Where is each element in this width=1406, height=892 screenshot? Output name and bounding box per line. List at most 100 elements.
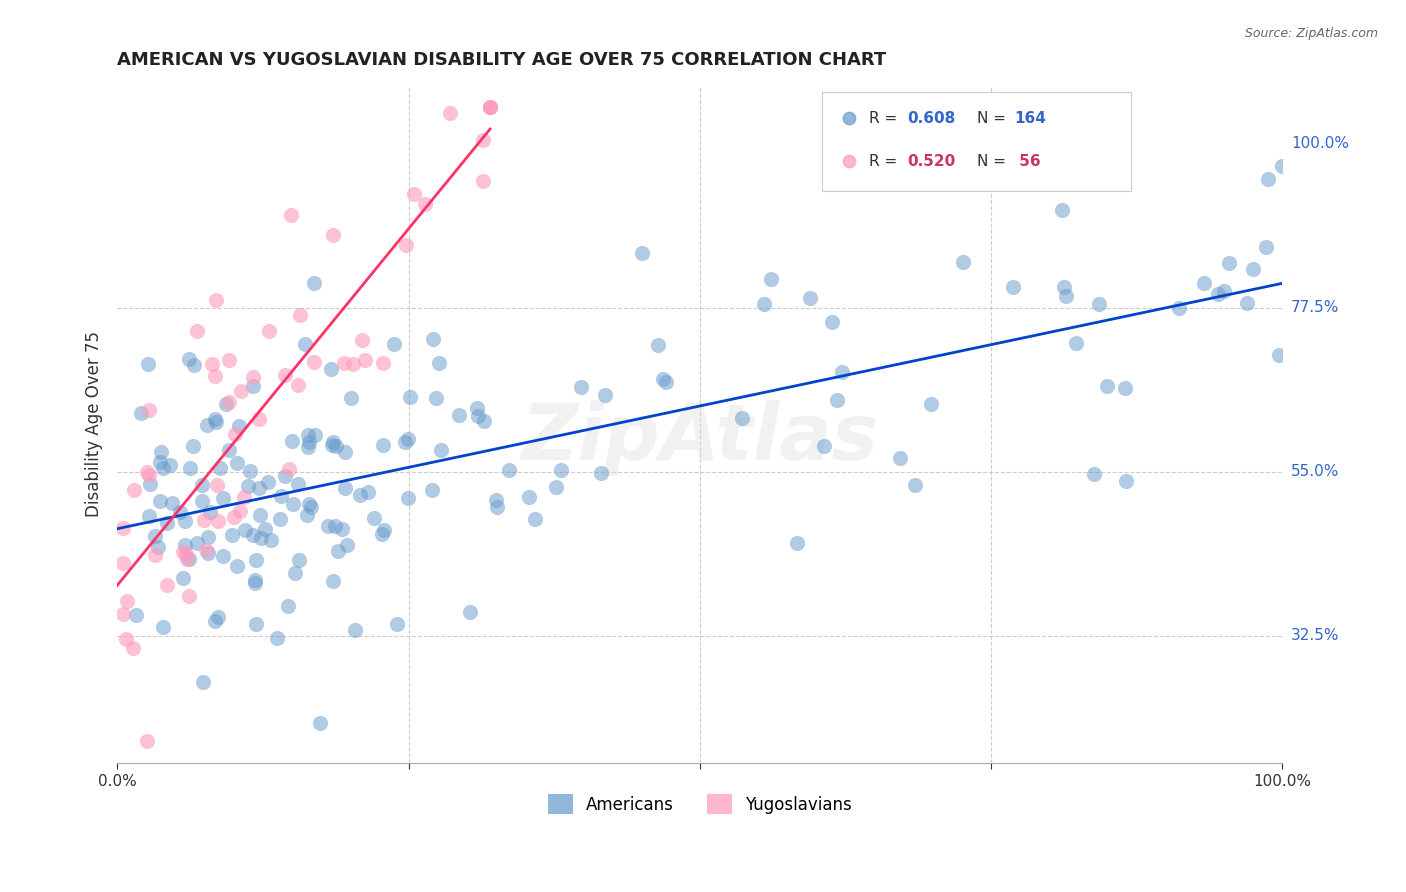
Point (177, 551, 200, 566)
Point (250, 531, 273, 545)
Point (197, 417, 219, 432)
Point (136, 734, 159, 748)
Point (245, 617, 267, 632)
Point (333, 445, 356, 459)
Point (111, 556, 134, 570)
Y-axis label: Disability Age Over 75: Disability Age Over 75 (86, 331, 103, 517)
Text: 0.608: 0.608 (907, 111, 956, 126)
Point (318, 518, 340, 533)
Point (498, 462, 520, 476)
Point (207, 514, 229, 528)
Point (754, 297, 776, 311)
Point (465, 401, 488, 415)
Point (247, 481, 270, 495)
Point (1271, 159, 1294, 173)
Point (1002, 280, 1025, 294)
Point (647, 338, 669, 352)
Point (207, 609, 229, 624)
Point (920, 397, 942, 411)
Point (281, 434, 304, 448)
Point (322, 227, 344, 242)
Point (283, 497, 305, 511)
Point (149, 494, 172, 508)
Point (249, 508, 271, 523)
Point (321, 438, 343, 452)
Text: ZipAtlas: ZipAtlas (522, 400, 879, 475)
Point (174, 547, 197, 561)
Point (228, 418, 250, 433)
Point (631, 246, 654, 260)
Point (387, 617, 409, 632)
Legend: Americans, Yugoslavians: Americans, Yugoslavians (538, 786, 860, 822)
Point (1083, 467, 1105, 481)
Point (396, 433, 419, 447)
Point (201, 357, 224, 371)
Point (813, 439, 835, 453)
Point (484, 492, 506, 507)
Point (245, 576, 267, 591)
Point (827, 393, 849, 408)
Point (1267, 348, 1289, 362)
Text: Source: ZipAtlas.com: Source: ZipAtlas.com (1244, 27, 1378, 40)
Point (214, 397, 236, 411)
Point (146, 540, 169, 554)
Point (186, 536, 208, 550)
Point (269, 512, 291, 526)
Point (544, 480, 567, 494)
Point (270, 490, 292, 504)
Point (904, 478, 927, 492)
Point (204, 614, 226, 628)
Point (479, 100, 502, 114)
Point (218, 394, 240, 409)
Point (225, 456, 247, 470)
Point (352, 333, 374, 347)
Point (172, 545, 194, 559)
Point (260, 533, 283, 548)
Point (288, 553, 311, 567)
Point (349, 488, 371, 502)
Point (229, 504, 252, 518)
Point (356, 485, 378, 500)
Point (149, 455, 172, 469)
Point (247, 411, 270, 425)
Point (111, 607, 134, 621)
Point (191, 674, 214, 689)
Point (655, 375, 678, 389)
Text: N =: N = (977, 111, 1011, 126)
Point (821, 315, 844, 329)
Point (200, 505, 222, 519)
Point (159, 458, 181, 472)
Point (138, 403, 160, 417)
Point (242, 379, 264, 393)
Point (152, 461, 174, 475)
Point (191, 494, 214, 508)
Point (343, 623, 366, 637)
Point (1053, 280, 1076, 294)
Text: 0.520: 0.520 (907, 154, 956, 169)
Point (218, 442, 240, 457)
Point (280, 208, 302, 222)
Point (242, 528, 264, 542)
Point (273, 368, 295, 382)
Point (382, 337, 405, 351)
Point (169, 505, 191, 519)
Point (177, 589, 200, 603)
Text: 100.0%: 100.0% (1291, 136, 1348, 152)
Point (152, 619, 174, 633)
Text: 77.5%: 77.5% (1291, 301, 1339, 315)
Point (373, 523, 395, 537)
Text: 32.5%: 32.5% (1291, 628, 1340, 643)
Point (472, 414, 495, 428)
Point (322, 574, 344, 588)
Point (224, 426, 246, 441)
Point (122, 641, 145, 656)
Point (425, 391, 447, 405)
Point (523, 511, 546, 525)
Point (467, 409, 489, 423)
Point (333, 481, 356, 495)
Point (177, 351, 200, 366)
Point (205, 478, 228, 492)
Point (1218, 256, 1240, 270)
Point (143, 529, 166, 543)
Point (472, 174, 495, 188)
